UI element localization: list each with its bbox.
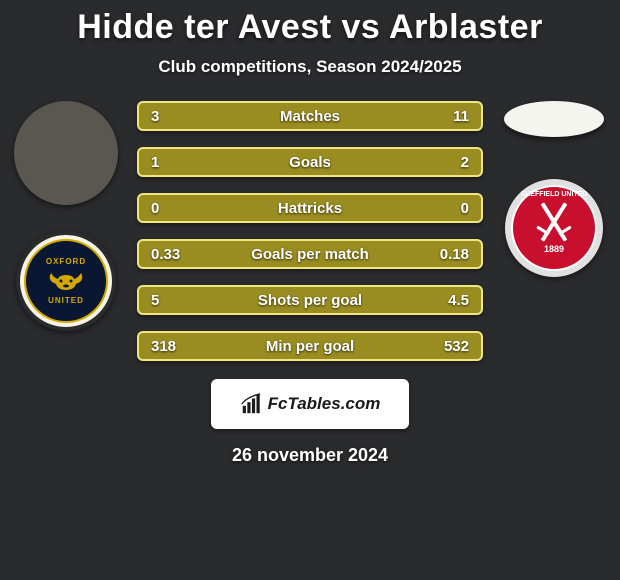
comparison-content: OXFORD UNITED SHEFFIELD UNITED: [0, 101, 620, 466]
page-subtitle: Club competitions, Season 2024/2025: [0, 57, 620, 77]
oxford-text-bottom: UNITED: [48, 296, 84, 305]
watermark-badge: FcTables.com: [211, 379, 409, 429]
chart-bars-icon: [240, 393, 262, 415]
stat-left-value: 0.33: [151, 246, 191, 263]
stat-label: Matches: [191, 108, 429, 125]
stat-left-value: 318: [151, 338, 191, 355]
ox-head-icon: [46, 270, 86, 292]
stat-left-value: 1: [151, 154, 191, 171]
sheffield-year: 1889: [544, 244, 564, 254]
stat-label: Hattricks: [191, 200, 429, 217]
stat-left-value: 0: [151, 200, 191, 217]
sheffield-ring-text: SHEFFIELD UNITED: [521, 191, 588, 198]
stat-label: Min per goal: [191, 338, 429, 355]
stat-bar-matches: 3 Matches 11: [137, 101, 483, 131]
left-column: OXFORD UNITED: [6, 101, 126, 331]
stat-label: Goals per match: [191, 246, 429, 263]
stat-right-value: 11: [429, 108, 469, 125]
stat-bars: 3 Matches 11 1 Goals 2 0 Hattricks 0 0.3…: [137, 101, 483, 361]
stat-bar-shots-per-goal: 5 Shots per goal 4.5: [137, 285, 483, 315]
stat-left-value: 5: [151, 292, 191, 309]
stat-left-value: 3: [151, 108, 191, 125]
oxford-text-top: OXFORD: [46, 257, 86, 266]
stat-right-value: 2: [429, 154, 469, 171]
right-column: SHEFFIELD UNITED 1889: [494, 101, 614, 277]
footer-date: 26 november 2024: [0, 445, 620, 466]
crossed-swords-icon: [529, 202, 579, 242]
stat-right-value: 532: [429, 338, 469, 355]
stat-bar-goals-per-match: 0.33 Goals per match 0.18: [137, 239, 483, 269]
stat-bar-goals: 1 Goals 2: [137, 147, 483, 177]
stat-right-value: 4.5: [429, 292, 469, 309]
club-logo-left: OXFORD UNITED: [16, 231, 116, 331]
ellipse-marker-right: [504, 101, 604, 137]
page-title: Hidde ter Avest vs Arblaster: [0, 0, 620, 47]
watermark-text: FcTables.com: [268, 394, 381, 414]
stat-label: Shots per goal: [191, 292, 429, 309]
stat-bar-min-per-goal: 318 Min per goal 532: [137, 331, 483, 361]
stat-right-value: 0.18: [429, 246, 469, 263]
stat-right-value: 0: [429, 200, 469, 217]
player-avatar-left: [14, 101, 118, 205]
stat-label: Goals: [191, 154, 429, 171]
club-logo-right: SHEFFIELD UNITED 1889: [505, 179, 603, 277]
stat-bar-hattricks: 0 Hattricks 0: [137, 193, 483, 223]
